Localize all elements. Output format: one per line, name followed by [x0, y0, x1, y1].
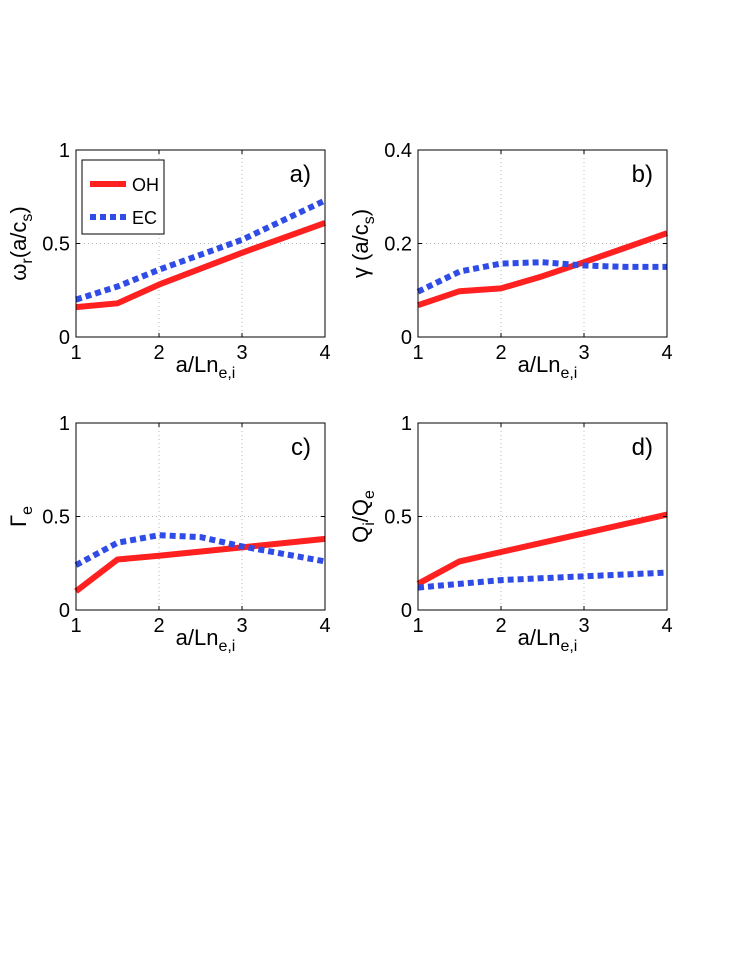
x-tick-label: 4 — [661, 342, 672, 364]
x-tick-label: 1 — [70, 342, 81, 364]
x-tick-label: 1 — [70, 615, 81, 637]
y-axis-label-part: /Q — [348, 499, 373, 522]
y-tick-label: 1 — [59, 413, 70, 435]
x-axis-label-main: a/Ln — [518, 352, 561, 377]
x-axis-label-main: a/Ln — [518, 625, 561, 650]
y-tick-label: 1 — [401, 413, 412, 435]
series-line-ec — [417, 569, 668, 591]
y-tick-label: 0.5 — [42, 234, 70, 256]
y-axis-label-part: ) — [6, 206, 31, 213]
x-tick-label: 3 — [578, 615, 589, 637]
x-tick-label: 3 — [236, 615, 247, 637]
x-axis-label-sub: e,i — [218, 365, 235, 382]
y-axis-label-part: Γ — [6, 515, 31, 527]
y-tick-label: 0.5 — [384, 507, 412, 529]
series-line-oh — [74, 535, 326, 594]
series-line-ec — [74, 532, 326, 568]
y-tick-label: 0 — [59, 600, 70, 622]
x-tick-label: 4 — [319, 615, 330, 637]
x-tick-label: 4 — [319, 342, 330, 364]
y-axis-label-part: r — [19, 258, 36, 264]
x-tick-label: 3 — [236, 342, 247, 364]
panel-label: a) — [290, 161, 311, 188]
x-axis-label: a/Lne,i — [518, 352, 578, 382]
chart-panel-b: 1 2 3 4 0 0.2 0.4 a/Lne,i γ (a/cs) b) — [348, 140, 673, 382]
series-line-ec — [416, 259, 667, 295]
y-tick-label: 0.2 — [384, 234, 412, 256]
y-axis-label-part: (a/c — [6, 222, 31, 259]
x-axis-label-sub: e,i — [218, 638, 235, 655]
y-axis-label-part: ) — [348, 209, 373, 216]
y-axis-label-part: i — [361, 522, 378, 526]
y-axis-label-part: γ (a/c — [348, 224, 373, 278]
x-axis-label-sub: e,i — [560, 365, 577, 382]
series-line-oh — [75, 220, 327, 311]
x-tick-label: 2 — [495, 615, 506, 637]
x-axis-label: a/Lne,i — [518, 625, 578, 655]
panel-label: c) — [291, 434, 311, 461]
x-tick-label: 2 — [495, 342, 506, 364]
y-axis-label: γ (a/cs) — [348, 209, 378, 278]
legend-label-ec: EC — [132, 208, 157, 228]
x-tick-label: 2 — [153, 342, 164, 364]
y-tick-label: 0 — [401, 600, 412, 622]
y-axis-label-part: e — [361, 490, 378, 499]
x-tick-label: 1 — [412, 615, 423, 637]
y-axis-label: Qi/Qe — [348, 490, 378, 543]
x-tick-label: 2 — [153, 615, 164, 637]
x-tick-label: 1 — [412, 342, 423, 364]
x-tick-label: 3 — [578, 342, 589, 364]
x-axis-label: a/Lne,i — [176, 625, 236, 655]
y-axis-label-part: e — [19, 506, 36, 515]
y-axis-label-part: s — [361, 216, 378, 224]
y-axis-label-part: s — [19, 214, 36, 222]
panel-label: b) — [632, 161, 653, 188]
legend-box — [81, 159, 165, 235]
chart-panel-d: 1 2 3 4 0 0.5 1 a/Lne,i Qi/Qe d) — [348, 413, 673, 655]
x-axis-label-main: a/Ln — [176, 625, 219, 650]
y-tick-label: 1 — [59, 140, 70, 162]
y-axis-label: ωr(a/cs) — [6, 206, 36, 281]
y-tick-label: 0 — [59, 327, 70, 349]
y-tick-label: 0.5 — [42, 507, 70, 529]
chart-panel-a: 1 2 3 4 0 0.5 1 a/Lne,i ωr(a/cs) a) OH EC — [6, 140, 331, 382]
x-tick-label: 4 — [661, 615, 672, 637]
y-tick-label: 0 — [401, 327, 412, 349]
x-axis-label-main: a/Ln — [176, 352, 219, 377]
panel-label: d) — [632, 434, 653, 461]
y-axis-label: Γe — [6, 506, 36, 527]
x-axis-label-sub: e,i — [560, 638, 577, 655]
chart-panel-c: 1 2 3 4 0 0.5 1 a/Lne,i Γe c) — [6, 413, 331, 655]
y-tick-label: 0.4 — [384, 140, 412, 162]
series-line-oh — [416, 511, 668, 587]
legend-label-oh: OH — [132, 175, 159, 195]
y-axis-label-part: ω — [6, 264, 31, 281]
y-axis-label-part: Q — [348, 526, 373, 543]
x-axis-label: a/Lne,i — [176, 352, 236, 382]
series-line-oh — [417, 230, 668, 309]
